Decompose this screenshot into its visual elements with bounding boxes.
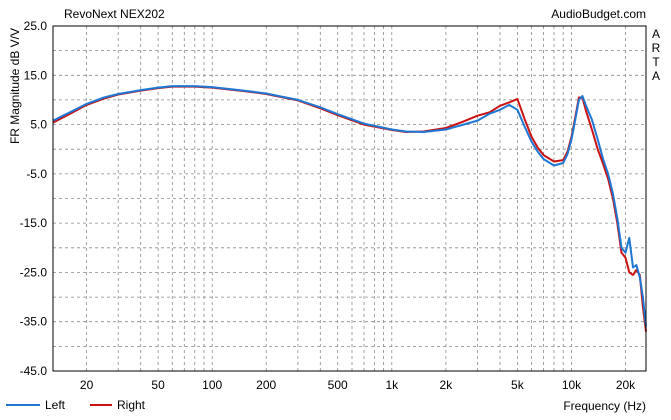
x-tick-label: 500	[328, 378, 348, 392]
plot-frame	[52, 25, 647, 372]
side-label-letter-4: A	[652, 69, 660, 83]
chart-title: RevoNext NEX202	[64, 7, 165, 21]
x-tick-label: 20k	[616, 378, 636, 392]
x-tick-label: 2k	[440, 378, 454, 392]
x-tick-label: 20	[80, 378, 94, 392]
legend-label-right: Right	[117, 398, 146, 412]
y-axis-label: FR Magnitude dB V/V	[8, 28, 22, 144]
x-axis-label: Frequency (Hz)	[563, 399, 646, 413]
y-tick-label: -45.0	[20, 364, 48, 378]
side-label-letter-2: R	[652, 41, 661, 55]
watermark: AudioBudget.com	[551, 7, 646, 21]
side-label-letter-1: A	[652, 27, 660, 41]
x-tick-label: 5k	[511, 378, 525, 392]
legend-label-left: Left	[45, 398, 66, 412]
legend: Left Right	[6, 398, 146, 412]
y-tick-label: -5.0	[26, 167, 47, 181]
series-line-left	[52, 85, 647, 327]
x-tick-label: 1k	[385, 378, 399, 392]
side-label-letter-3: T	[652, 55, 660, 69]
y-tick-label: -35.0	[20, 315, 48, 329]
y-tick-label: -25.0	[20, 265, 48, 279]
y-tick-label: 5.0	[30, 118, 47, 132]
x-tick-label: 10k	[562, 378, 582, 392]
y-tick-label: -15.0	[20, 216, 48, 230]
x-tick-label: 100	[202, 378, 222, 392]
y-tick-label: 15.0	[24, 68, 48, 82]
x-tick-label: 200	[256, 378, 276, 392]
series-line-right	[52, 85, 647, 332]
x-tick-label: 50	[151, 378, 165, 392]
y-tick-label: 25.0	[24, 19, 48, 33]
